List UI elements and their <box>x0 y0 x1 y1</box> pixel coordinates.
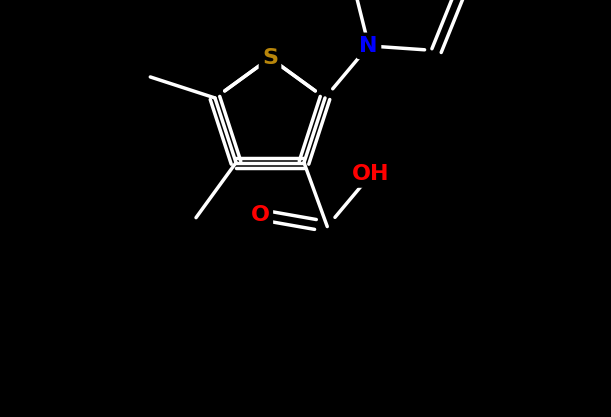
Text: N: N <box>359 36 378 56</box>
Text: S: S <box>262 48 278 68</box>
Text: O: O <box>251 205 270 225</box>
Text: OH: OH <box>352 164 390 184</box>
